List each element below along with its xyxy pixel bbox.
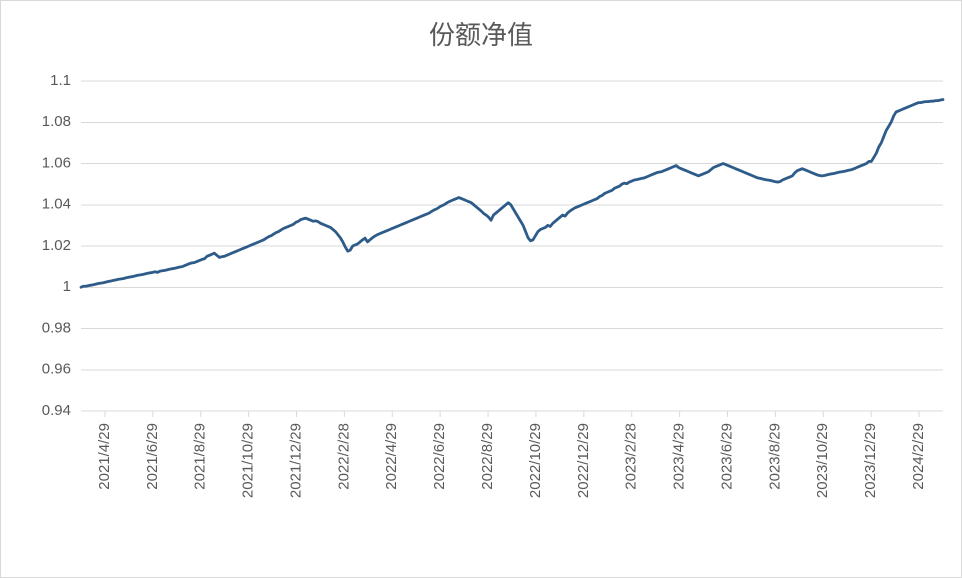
x-tick-label: 2023/2/28 <box>623 423 640 490</box>
x-tick-label: 2021/10/29 <box>240 423 257 498</box>
y-tick-label: 0.94 <box>42 402 71 419</box>
y-tick-label: 1.06 <box>42 154 71 171</box>
x-tick-label: 2023/6/29 <box>718 423 735 490</box>
x-tick-label: 2022/6/29 <box>431 423 448 490</box>
x-tick-label: 2021/12/29 <box>287 423 304 498</box>
nav-series <box>81 100 943 288</box>
x-tick-label: 2023/12/29 <box>862 423 879 498</box>
y-gridlines <box>81 81 943 411</box>
y-axis-labels: 0.94 0.96 0.98 1 1.02 1.04 1.06 1.08 1.1 <box>42 72 71 419</box>
x-tick-label: 2022/12/29 <box>575 423 592 498</box>
x-tick-label: 2023/8/29 <box>766 423 783 490</box>
x-tick-label: 2022/10/29 <box>527 423 544 498</box>
chart-plot-area: 0.94 0.96 0.98 1 1.02 1.04 1.06 1.08 1.1 2021/4/2… <box>1 1 962 578</box>
y-tick-label: 1.1 <box>50 72 71 89</box>
x-tick-label: 2023/4/29 <box>671 423 688 490</box>
x-axis-labels: 2021/4/29 2021/6/29 2021/8/29 2021/10/29 202… <box>96 423 927 498</box>
y-tick-label: 0.96 <box>42 361 71 378</box>
chart-container: 份额净值 0.940.960.9811.021.041.061.081.1202… <box>0 0 962 578</box>
x-tick-label: 2021/6/29 <box>144 423 161 490</box>
x-axis-ticks <box>105 411 919 417</box>
y-tick-label: 1.08 <box>42 113 71 130</box>
x-tick-label: 2022/4/29 <box>383 423 400 490</box>
x-tick-label: 2022/8/29 <box>479 423 496 490</box>
y-tick-label: 0.98 <box>42 319 71 336</box>
x-tick-label: 2022/2/28 <box>335 423 352 490</box>
y-tick-label: 1.02 <box>42 237 71 254</box>
x-tick-label: 2021/8/29 <box>192 423 209 490</box>
x-tick-label: 2024/2/29 <box>910 423 927 490</box>
y-tick-label: 1.04 <box>42 196 71 213</box>
y-tick-label: 1 <box>63 278 71 295</box>
x-tick-label: 2023/10/29 <box>814 423 831 498</box>
nav-line <box>81 100 943 288</box>
x-tick-label: 2021/4/29 <box>96 423 113 490</box>
